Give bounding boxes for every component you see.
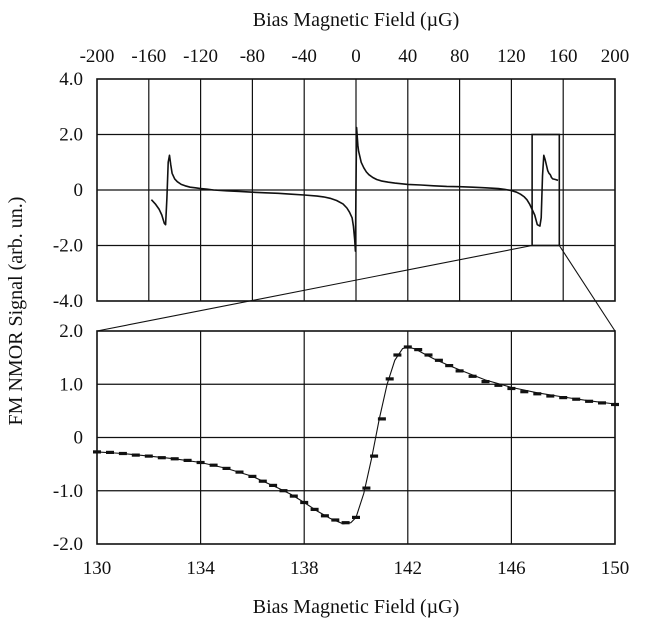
top-x-tick-label: -120 [183,46,218,67]
top-x-tick-label: -160 [131,46,166,67]
top-y-tick-label: 4.0 [59,69,83,90]
data-point [385,377,394,381]
data-point [289,494,298,498]
bottom-x-tick-label: 130 [83,558,112,579]
top-y-tick-label: 2.0 [59,125,83,146]
data-point [170,457,179,461]
data-point [362,486,371,490]
bottom-x-tick-label: 146 [497,558,526,579]
bottom-y-tick-labels: 2.0 1.0 0 -1.0 -2.0 [53,321,83,555]
data-point [611,402,619,407]
data-point [403,345,412,349]
top-y-tick-label: 0 [74,180,84,201]
top-x-tick-label: -200 [80,46,115,67]
top-x-tick-label: 120 [497,46,526,67]
bottom-y-tick-label: 0 [74,428,84,449]
data-point [352,515,360,519]
zoom-region-box [531,133,561,247]
top-x-tick-label: 40 [398,46,417,67]
bottom-panel: 130 134 138 142 146 150 2.0 1.0 0 -1.0 -2.0 Bias … [53,321,629,618]
top-y-tick-labels: 4.0 2.0 0 -2.0 -4.0 [53,69,83,312]
data-point [520,390,529,394]
data-point [494,383,503,387]
top-x-tick-labels: -200 -160 -120 -80 -40 0 40 80 120 160 200 [80,46,630,67]
data-point [331,518,340,522]
bottom-x-tick-label: 138 [290,558,319,579]
bottom-x-tick-labels: 130 134 138 142 146 150 [83,558,630,579]
data-point [468,374,477,378]
data-point [546,394,555,398]
data-point [370,454,379,458]
data-point [481,380,490,384]
data-point [320,514,329,518]
data-point [598,401,606,405]
bottom-x-tick-label: 150 [601,558,630,579]
bottom-x-tick-label: 142 [394,558,423,579]
data-point [300,500,309,505]
top-x-tick-label: 80 [450,46,469,67]
data-point [279,489,288,493]
top-x-tick-label: 200 [601,46,630,67]
data-point [222,466,231,470]
data-point [106,450,114,454]
data-point [118,451,127,456]
data-point [93,450,101,454]
top-y-tick-label: -2.0 [53,236,83,257]
data-point [131,453,140,457]
data-point [507,386,516,391]
data-point [424,353,433,357]
top-y-tick-label: -4.0 [53,291,83,312]
data-point [341,521,350,525]
data-point [377,417,386,421]
data-point [434,358,443,362]
y-axis-title: FM NMOR Signal (arb. un.) [5,197,27,426]
bottom-y-tick-label: -2.0 [53,534,83,555]
bottom-fit-line [96,346,616,525]
top-x-tick-label: -40 [292,46,317,67]
bottom-plot-frame [96,330,616,545]
bottom-x-tick-label: 134 [186,558,215,579]
data-point [310,507,319,511]
data-point [414,348,423,352]
bottom-y-tick-label: 2.0 [59,321,83,342]
data-point [455,369,464,373]
data-point [235,470,244,474]
top-x-tick-label: 160 [549,46,578,67]
top-x-tick-label: 0 [351,46,361,67]
top-x-axis-title: Bias Magnetic Field (µG) [253,9,459,31]
data-point [183,458,192,462]
data-point [196,460,205,465]
zoom-connector-right [558,245,616,332]
data-point [248,474,257,478]
zoom-connector-left [96,244,533,332]
top-x-tick-label: -80 [240,46,265,67]
bottom-x-axis-title: Bias Magnetic Field (µG) [253,596,459,618]
data-point [572,397,581,401]
data-point [144,454,153,458]
top-signal-line [150,126,559,252]
bottom-y-tick-label: -1.0 [53,481,83,502]
data-point [157,456,166,460]
data-point [393,353,402,357]
data-point [209,463,218,467]
top-plot-frame [96,78,616,302]
data-point [269,483,278,487]
bottom-data-points [93,345,619,525]
data-point [533,392,542,396]
data-point [559,396,568,400]
bottom-y-tick-label: 1.0 [59,374,83,395]
bottom-grid [97,331,615,544]
data-point [585,399,594,403]
data-point [445,364,454,368]
top-panel: -200 -160 -120 -80 -40 0 40 80 120 160 200 4.0 2.0 0… [53,9,629,312]
data-point [258,479,267,483]
